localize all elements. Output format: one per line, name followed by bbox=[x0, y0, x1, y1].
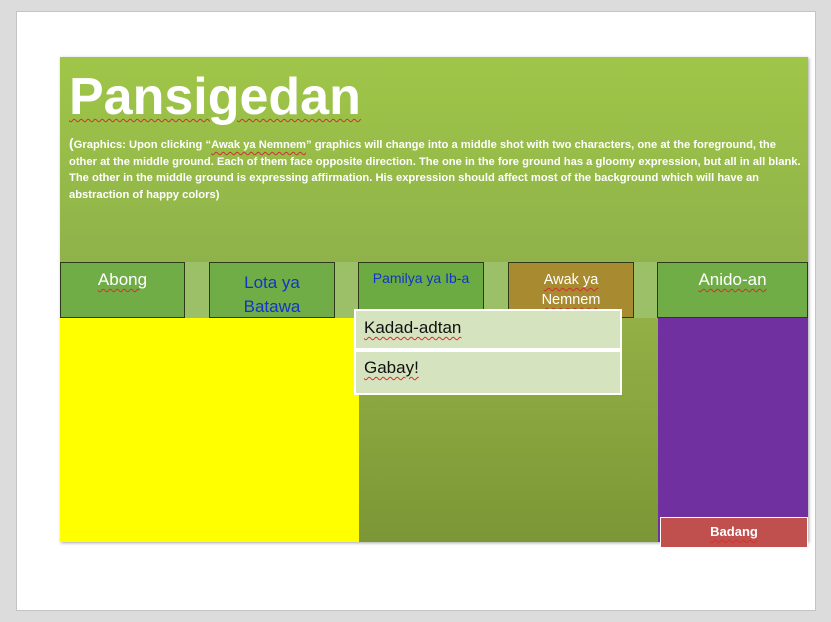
menu-item-gabay-label: Gabay! bbox=[364, 358, 419, 377]
badang-button[interactable]: Badang bbox=[660, 517, 808, 548]
content-panel-yellow bbox=[60, 318, 359, 542]
tab-pamilya-label: Pamilya ya Ib-a bbox=[372, 270, 470, 286]
description-open: ( bbox=[69, 135, 74, 151]
nav-bar: Abong Lota ya Batawa Pamilya ya Ib-a Awa… bbox=[60, 262, 808, 318]
content-panel-purple bbox=[658, 318, 808, 542]
tab-anido-label: Anido-an bbox=[698, 270, 767, 289]
pamilya-dropdown-menu: Kadad-adtan Gabay! bbox=[354, 309, 622, 395]
tab-lota-ya-batawa[interactable]: Lota ya Batawa bbox=[209, 262, 335, 318]
slide-header: Pansigedan (Graphics: Upon clicking “Awa… bbox=[60, 57, 808, 262]
slide-description: (Graphics: Upon clicking “Awak ya Nemnem… bbox=[69, 135, 804, 203]
tab-abong-label: Abong bbox=[97, 270, 148, 289]
tab-awak-label: Awak ya Nemnem bbox=[541, 272, 601, 308]
description-rest: ” graphics will change into a middle sho… bbox=[69, 139, 801, 201]
tab-lota-label: Lota ya Batawa bbox=[243, 273, 301, 316]
menu-item-gabay[interactable]: Gabay! bbox=[354, 350, 622, 395]
badang-button-label: Badang bbox=[710, 524, 758, 539]
tab-anido-an[interactable]: Anido-an bbox=[657, 262, 808, 318]
tab-pamilya-ya-iba[interactable]: Pamilya ya Ib-a bbox=[358, 262, 484, 318]
menu-item-kadad-adtan-label: Kadad-adtan bbox=[364, 318, 462, 337]
tab-abong[interactable]: Abong bbox=[60, 262, 185, 318]
description-link-text: Awak ya Nemnem bbox=[211, 139, 306, 151]
document-page: Pansigedan (Graphics: Upon clicking “Awa… bbox=[16, 11, 816, 611]
description-prefix: Graphics: Upon clicking “ bbox=[73, 139, 212, 151]
slide: Pansigedan (Graphics: Upon clicking “Awa… bbox=[60, 57, 808, 548]
slide-title: Pansigedan bbox=[69, 68, 361, 126]
menu-item-kadad-adtan[interactable]: Kadad-adtan bbox=[354, 309, 622, 350]
